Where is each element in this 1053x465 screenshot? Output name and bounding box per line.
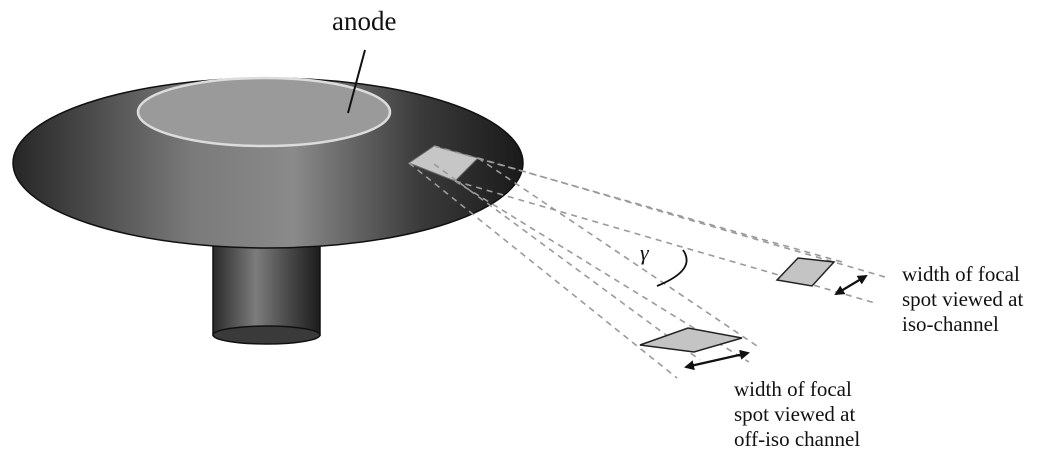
iso-channel-caption-line-2: spot viewed at xyxy=(902,287,1023,312)
focal-spot-iso-channel xyxy=(777,258,834,286)
off-iso-channel-caption-line-2: spot viewed at xyxy=(734,402,860,427)
off-iso-width-arrow xyxy=(686,353,748,367)
gamma-angle-label: γ xyxy=(640,240,649,266)
off-iso-channel-caption: width of focal spot viewed at off-iso ch… xyxy=(734,377,860,451)
anode-label: anode xyxy=(332,6,396,38)
off-iso-channel-caption-line-1: width of focal xyxy=(734,377,860,402)
iso-channel-caption-line-3: iso-channel xyxy=(902,312,1023,337)
gamma-angle-arc xyxy=(657,250,687,286)
iso-width-arrow xyxy=(836,276,866,294)
off-iso-channel-caption-line-3: off-iso channel xyxy=(734,427,860,452)
iso-channel-caption-line-1: width of focal xyxy=(902,262,1023,287)
iso-channel-caption: width of focal spot viewed at iso-channe… xyxy=(902,262,1023,336)
anode-inner-region xyxy=(138,78,390,146)
